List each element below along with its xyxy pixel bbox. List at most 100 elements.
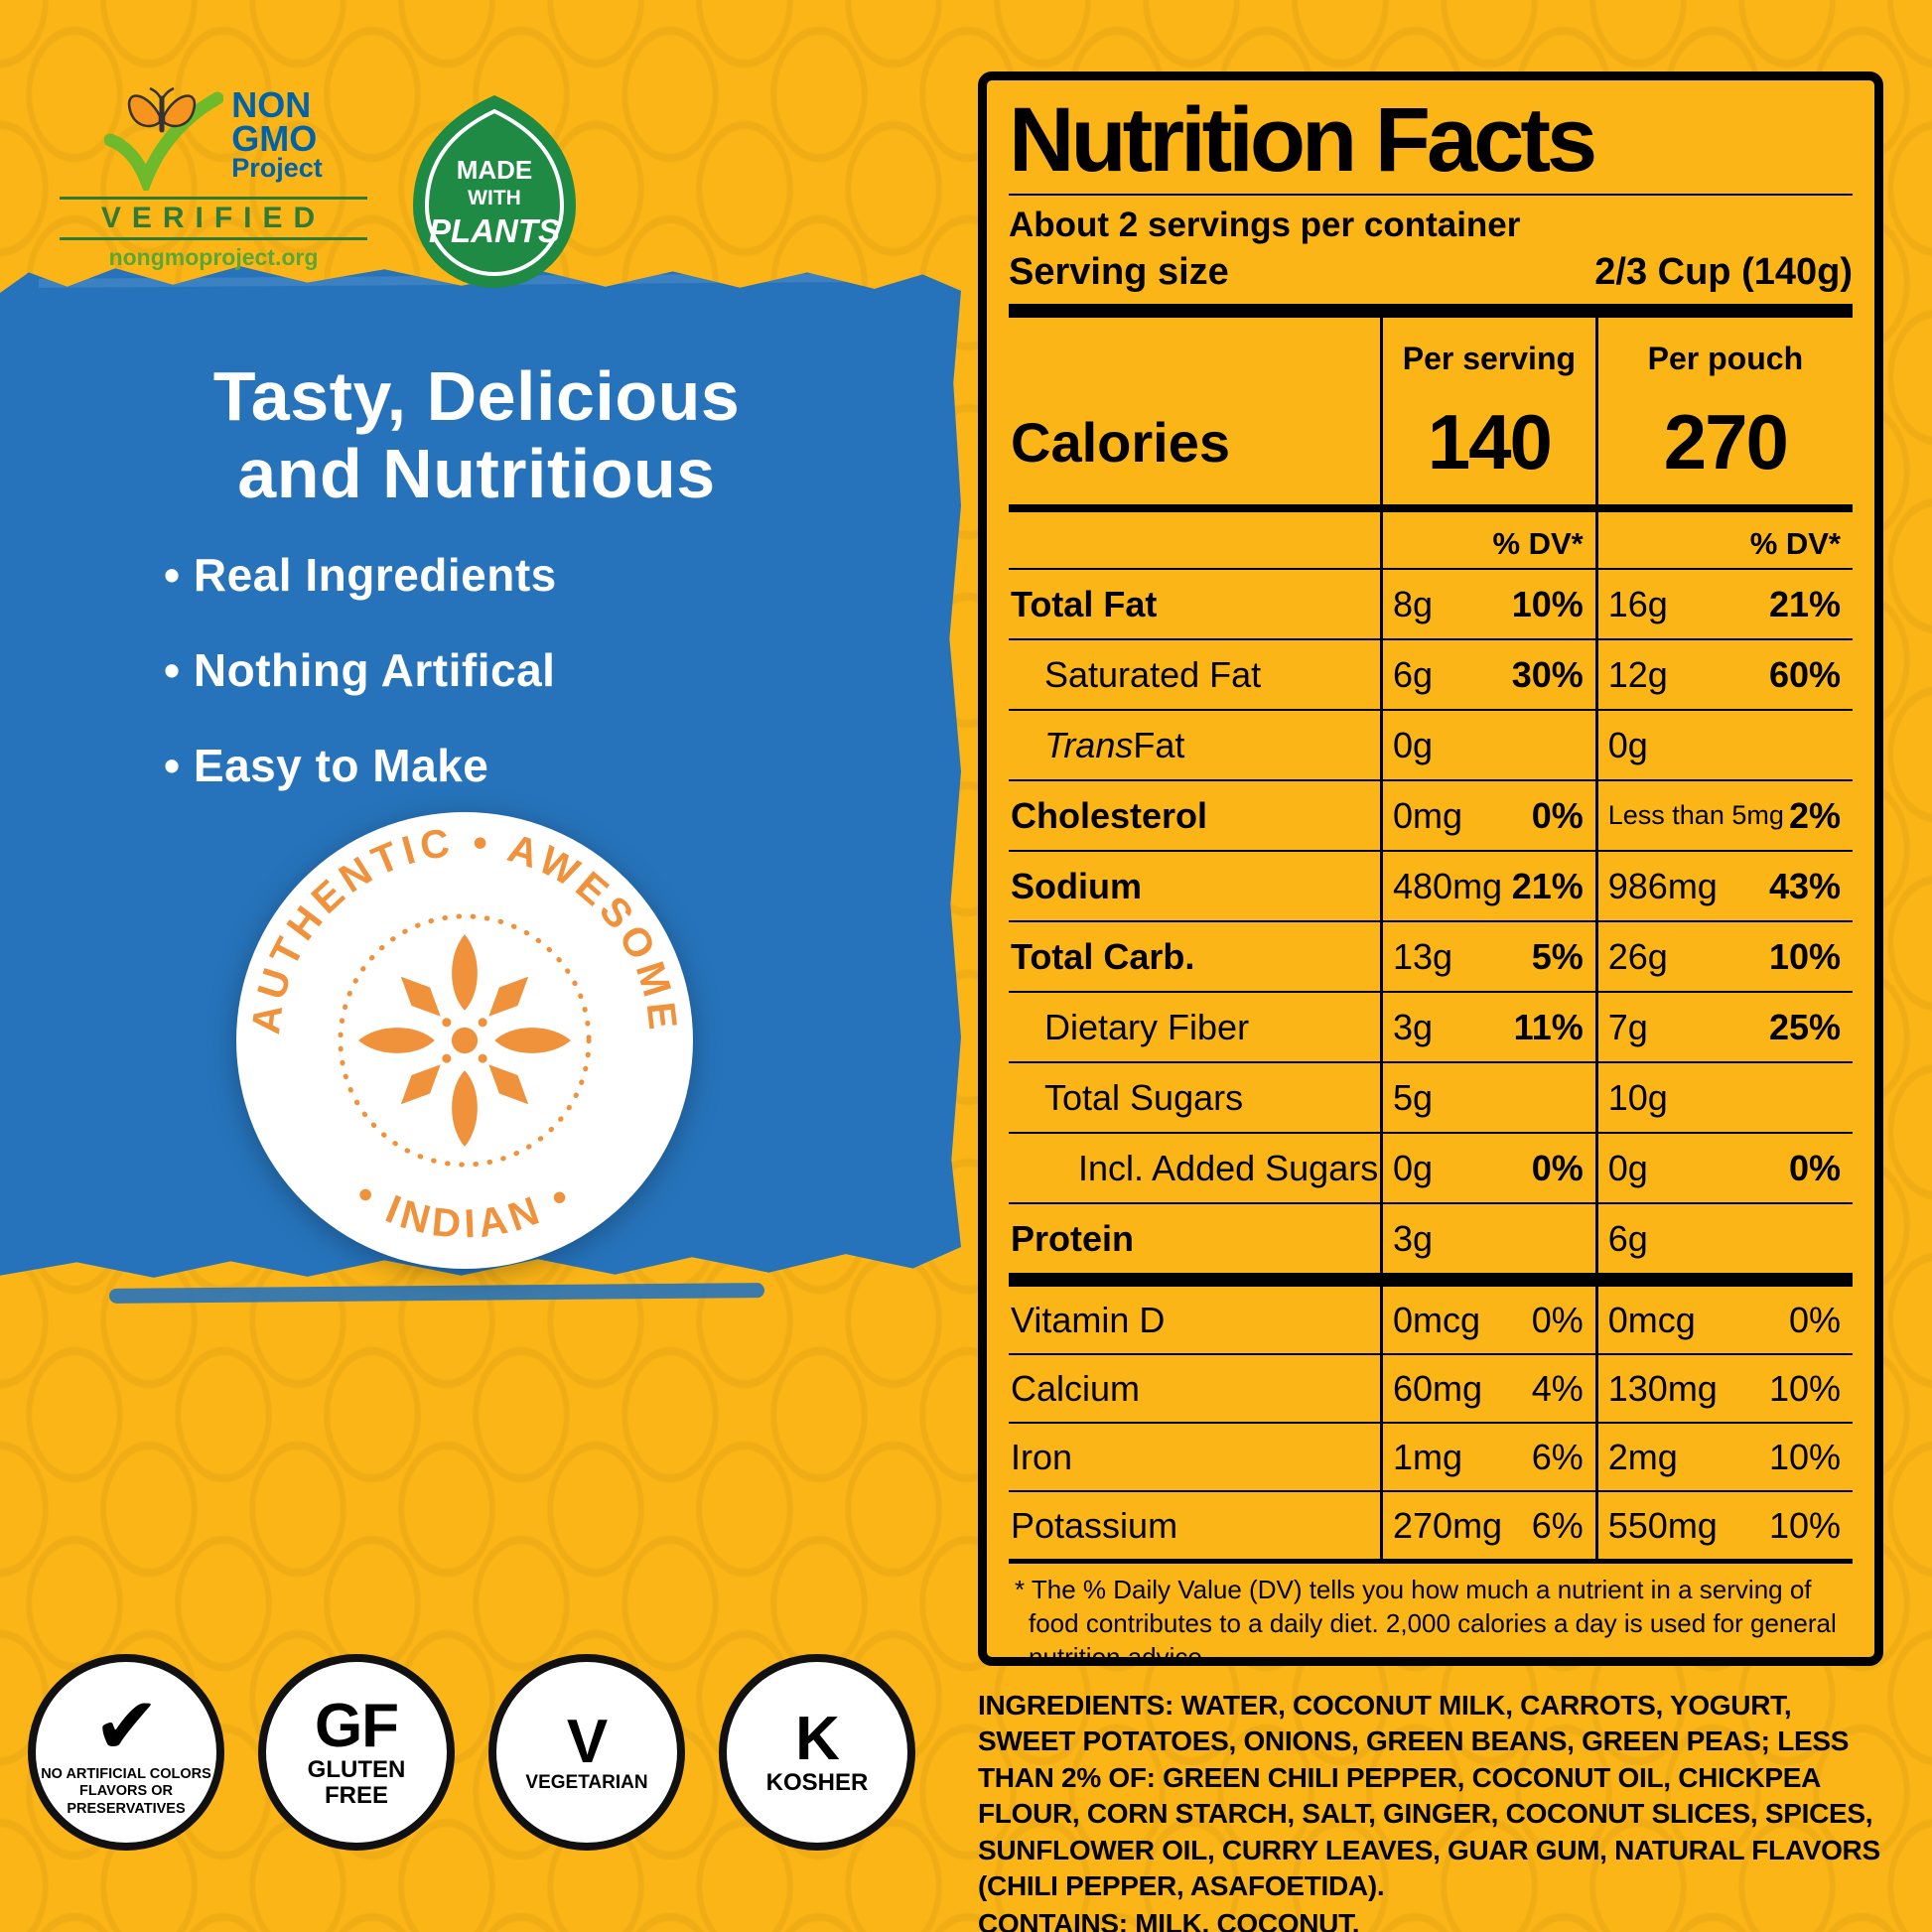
pouch-daily-value: 21% — [1768, 583, 1841, 624]
pouch-daily-value: 60% — [1768, 653, 1841, 695]
serving-daily-value: 0% — [1531, 1147, 1584, 1188]
thick-rule — [1009, 304, 1853, 318]
badge-symbol: GF — [314, 1692, 399, 1761]
plants-line3: PLANTS — [429, 212, 560, 249]
ingredients-list: WATER, COCONUT MILK, CARROTS, YOGURT, SW… — [978, 1690, 1880, 1901]
authentic-awesome-indian-seal: AUTHENTIC • AWESOME • INDIAN • — [236, 812, 693, 1269]
pouch-daily-value: 10% — [1768, 1436, 1841, 1477]
pouch-daily-value: 0% — [1788, 1147, 1841, 1188]
serving-size-value: 2/3 Cup (140g) — [1594, 251, 1853, 293]
serving-daily-value: 0% — [1531, 1299, 1584, 1340]
badge-text-line1: GLUTEN — [307, 1756, 406, 1784]
pouch-daily-value: 43% — [1768, 865, 1841, 906]
nutrient-name: Sodium — [1011, 865, 1142, 906]
vitamin-row: Calcium 60mg 4% 130mg 10% — [1009, 1353, 1853, 1422]
serving-amount: 0g — [1393, 724, 1434, 765]
serving-amount: 0mg — [1393, 794, 1463, 836]
serving-amount: 1mg — [1393, 1436, 1463, 1477]
non-gmo-butterfly-icon — [104, 86, 224, 191]
flower-mandala-icon — [338, 913, 592, 1168]
calories-per-serving: 140 — [1380, 379, 1595, 504]
pouch-amount: 550mg — [1607, 1504, 1718, 1546]
vitamin-name: Iron — [1011, 1436, 1073, 1477]
tagline-line2: and Nutritious — [237, 435, 716, 513]
nutrient-row: Total Fat 8g 10% 16g 21% — [1009, 568, 1853, 638]
pouch-daily-value: 0% — [1788, 1299, 1841, 1340]
pouch-amount: 0g — [1607, 724, 1648, 765]
nutrient-row: Cholesterol 0mg 0% Less than 5mg 2% — [1009, 779, 1853, 850]
serving-amount: 6g — [1393, 653, 1434, 695]
pouch-amount: 6g — [1607, 1217, 1648, 1259]
nutrient-name-prefix: Trans — [1044, 724, 1134, 765]
nutrient-row: Total Carb. 13g 5% 26g 10% — [1009, 920, 1853, 991]
pouch-amount: Less than 5mg — [1607, 800, 1784, 830]
badge-symbol: K — [795, 1705, 840, 1774]
nutrient-row: Incl. Added Sugars 0g 0% 0g 0% — [1009, 1132, 1853, 1202]
per-serving-header: Per serving — [1380, 318, 1595, 379]
vitamin-name: Vitamin D — [1011, 1299, 1166, 1340]
brush-stroke-accent — [108, 1283, 765, 1304]
medium-rule — [1009, 504, 1853, 512]
badge-text-line2: FREE — [324, 1782, 388, 1809]
serving-amount: 5g — [1393, 1076, 1434, 1118]
calories-per-pouch: 270 — [1594, 379, 1853, 504]
badge-text-line1: VEGETARIAN — [525, 1771, 648, 1793]
badge-symbol: V — [566, 1707, 608, 1776]
made-with-plants-badge: MADE WITH PLANTS — [413, 95, 576, 288]
nutrient-row: Saturated Fat 6g 30% 12g 60% — [1009, 638, 1853, 709]
benefit-bullet: • Real Ingredients — [164, 549, 557, 601]
serving-daily-value: 0% — [1531, 794, 1584, 836]
benefit-bullets: • Real Ingredients • Nothing Artifical •… — [164, 548, 557, 834]
serving-daily-value: 10% — [1511, 583, 1584, 624]
ingredients-label: INGREDIENTS: — [978, 1690, 1174, 1721]
calories-row: Calories 140 270 — [1009, 379, 1853, 504]
badge-text-line3: PRESERVATIVES — [67, 1800, 186, 1817]
serving-daily-value: 30% — [1511, 653, 1584, 695]
nutrition-facts-label: Nutrition Facts About 2 servings per con… — [978, 71, 1883, 1666]
pouch-amount: 16g — [1607, 583, 1668, 624]
nutrient-name: Incl. Added Sugars — [1078, 1147, 1379, 1188]
serving-amount: 0mcg — [1393, 1299, 1481, 1340]
contains-list: MILK, COCONUT. — [1135, 1908, 1360, 1932]
pouch-amount: 2mg — [1607, 1436, 1678, 1477]
servings-per-container: About 2 servings per container — [1009, 206, 1521, 244]
pouch-daily-value: 10% — [1768, 1367, 1841, 1409]
nutrient-name: Total Sugars — [1044, 1076, 1244, 1118]
pouch-amount: 26g — [1607, 935, 1668, 977]
serving-amount: 60mg — [1393, 1367, 1483, 1409]
non-gmo-line2: GMO — [231, 118, 318, 160]
certification-badge: K KOSHER — [719, 1654, 915, 1851]
pouch-daily-value: 10% — [1768, 935, 1841, 977]
vitamin-row: Iron 1mg 6% 2mg 10% — [1009, 1422, 1853, 1490]
serving-daily-value: 11% — [1513, 1006, 1584, 1047]
contains-text: CONTAINS: MILK, COCONUT. — [978, 1906, 1886, 1932]
badge-text-line1: NO ARTIFICIAL COLORS — [41, 1765, 211, 1782]
dv-header-serving: % DV* — [1492, 526, 1584, 561]
serving-daily-value: 6% — [1531, 1504, 1584, 1546]
serving-amount: 13g — [1393, 935, 1453, 977]
nutrient-name: Fat — [1133, 724, 1185, 765]
pouch-amount: 0g — [1607, 1147, 1648, 1188]
serving-daily-value: 21% — [1511, 865, 1584, 906]
pouch-daily-value: 25% — [1768, 1006, 1841, 1047]
pouch-daily-value: 2% — [1788, 794, 1841, 836]
ingredients-block: INGREDIENTS: WATER, COCONUT MILK, CARROT… — [978, 1688, 1886, 1932]
pouch-amount: 986mg — [1607, 865, 1718, 906]
serving-amount: 3g — [1393, 1217, 1434, 1259]
nutrient-row: Trans Fat 0g 0g — [1009, 709, 1853, 779]
nutrient-row: Sodium 480mg 21% 986mg 43% — [1009, 850, 1853, 920]
non-gmo-url: nongmoproject.org — [108, 244, 319, 270]
thick-rule — [1009, 1273, 1853, 1287]
non-gmo-verified-text: VERIFIED — [60, 197, 367, 240]
pouch-amount: 0mcg — [1607, 1299, 1696, 1340]
dv-header-pouch: % DV* — [1749, 526, 1841, 561]
serving-amount: 480mg — [1393, 865, 1503, 906]
vitamin-row: Potassium 270mg 6% 550mg 10% — [1009, 1490, 1853, 1559]
nutrient-name: Protein — [1011, 1217, 1135, 1259]
certification-badge: GF GLUTEN FREE — [258, 1654, 455, 1851]
contains-label: CONTAINS: — [978, 1908, 1128, 1932]
nutrient-row: Total Sugars 5g 10g — [1009, 1061, 1853, 1132]
footnote-rule — [1009, 1559, 1853, 1564]
nutrient-row: Dietary Fiber 3g 11% 7g 25% — [1009, 991, 1853, 1061]
serving-size-row: Serving size 2/3 Cup (140g) — [1009, 247, 1853, 304]
